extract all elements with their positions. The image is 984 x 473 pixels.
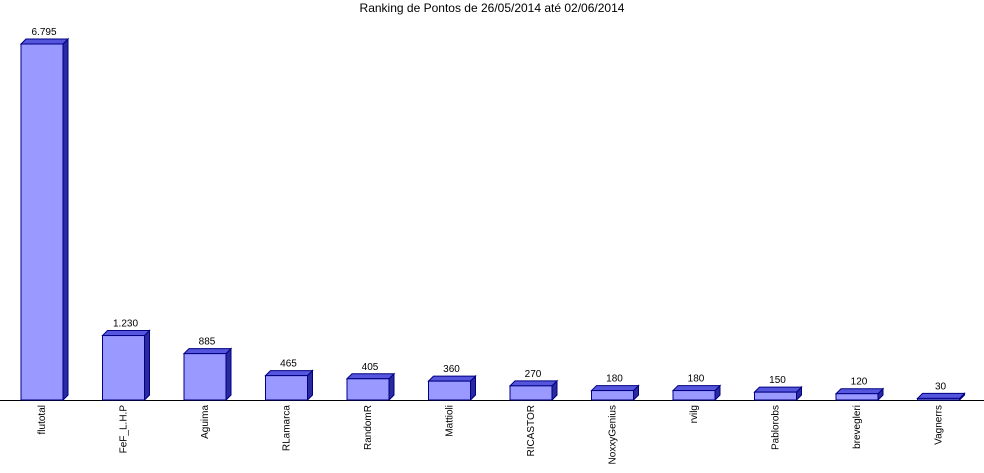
bar-top xyxy=(182,348,233,355)
bar xyxy=(20,43,64,401)
x-tick-label: Pablorobs xyxy=(771,405,782,450)
x-tick-label: Mattioli xyxy=(445,405,456,437)
value-label: 270 xyxy=(525,369,542,380)
bar-side xyxy=(225,347,232,402)
value-label: 180 xyxy=(606,374,623,385)
bar-side xyxy=(62,37,69,402)
bar xyxy=(917,397,960,401)
bar-top xyxy=(345,373,396,380)
x-tick-label: rvilg xyxy=(689,405,700,423)
bar-top xyxy=(19,38,70,45)
value-label: 1.230 xyxy=(113,319,138,330)
x-tick-label: RICASTOR xyxy=(526,405,537,457)
chart-title: Ranking de Pontos de 26/05/2014 até 02/0… xyxy=(360,1,625,15)
bar xyxy=(835,393,879,401)
bar-top xyxy=(427,375,477,382)
x-tick-label: flutotal xyxy=(37,405,48,434)
x-tick-label: FeF_L.H.P xyxy=(119,405,130,454)
bar-top xyxy=(590,385,640,392)
value-label: 6.795 xyxy=(31,27,56,38)
value-label: 405 xyxy=(362,362,379,373)
bar xyxy=(102,335,145,401)
value-label: 885 xyxy=(199,337,216,348)
value-label: 360 xyxy=(443,364,460,375)
x-tick-label: Aguima xyxy=(200,405,211,439)
value-label: 465 xyxy=(280,359,297,370)
bar-top xyxy=(101,330,151,337)
bar-top xyxy=(671,385,722,392)
x-tick-label: NoxxyGenius xyxy=(608,405,619,464)
bar xyxy=(754,391,797,401)
bar xyxy=(428,380,471,401)
value-label: 30 xyxy=(935,381,947,392)
bar xyxy=(183,353,227,401)
bar-top xyxy=(916,392,966,399)
bar-top xyxy=(508,380,559,387)
x-tick-label: RandomR xyxy=(363,405,374,450)
bar xyxy=(509,385,553,401)
x-tick-label: RLamarca xyxy=(282,405,293,452)
bar-side xyxy=(144,329,150,402)
bar-top xyxy=(753,386,803,393)
x-tick-label: brevegleri xyxy=(852,405,863,449)
value-label: 180 xyxy=(688,374,705,385)
x-tick-label: Vagnerrs xyxy=(934,405,945,445)
bar xyxy=(591,390,634,401)
bar xyxy=(672,390,716,401)
bar-top xyxy=(834,388,885,395)
bar-top xyxy=(264,370,314,377)
value-label: 150 xyxy=(769,375,786,386)
value-label: 120 xyxy=(851,377,868,388)
bar xyxy=(346,378,390,401)
bar xyxy=(265,375,308,401)
